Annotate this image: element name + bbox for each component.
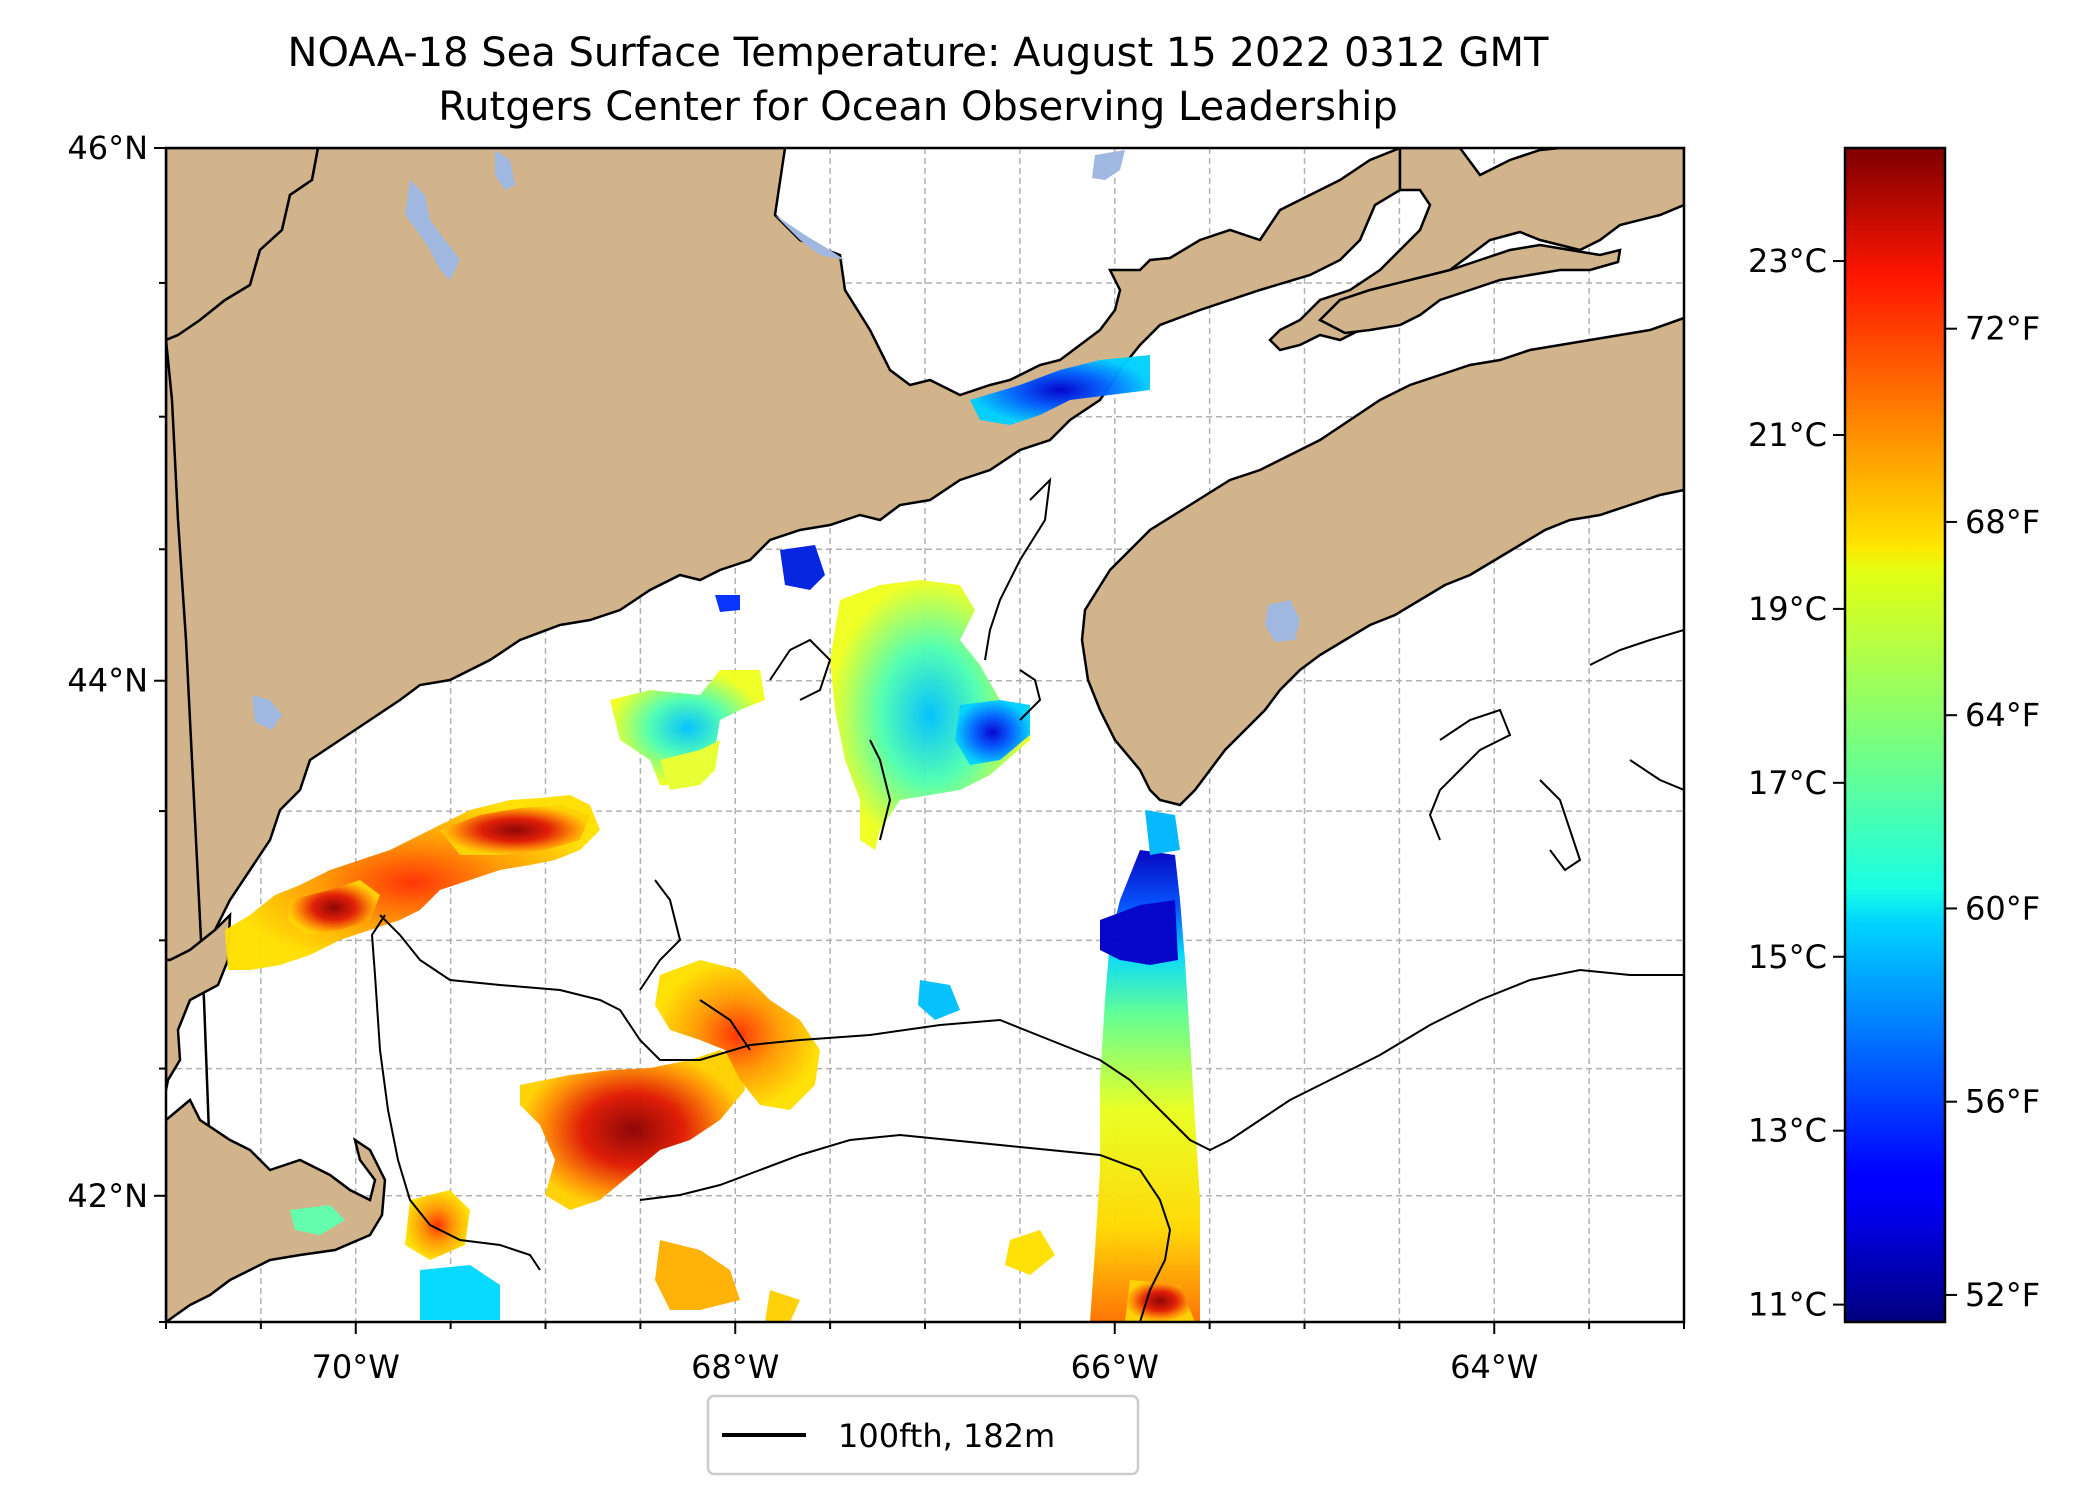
colorbar-fahrenheit-label: 72°F — [1965, 310, 2040, 348]
lat-tick-label: 44°N — [67, 662, 148, 700]
sst-patch-northern-hot — [440, 805, 590, 855]
sst-patch-nb-cyan — [918, 980, 960, 1020]
legend-box — [706, 1394, 1140, 1476]
colorbar-celsius-label: 17°C — [1748, 764, 1827, 802]
sst-patch-fundy-cold — [970, 355, 1150, 425]
sst-patch-south-yellow — [1005, 1230, 1055, 1275]
sst-patch-east-georges — [655, 1240, 740, 1310]
lakes — [252, 150, 1300, 730]
colorbar-celsius-axis: 23°C 21°C 19°C 17°C 15°C 13°C 11°C — [1748, 242, 1845, 1324]
sst-patch-swath-cyan — [1145, 810, 1180, 855]
land-nova-scotia — [1080, 316, 1684, 807]
sst-patch-cape-cod-cyan — [290, 1205, 345, 1235]
sst-patch-central-north — [830, 580, 1030, 850]
lon-tick-label: 70°W — [312, 1348, 400, 1386]
sst-data — [225, 355, 1200, 1322]
sst-patch-cold-small — [715, 595, 740, 612]
map-subtitle: Rutgers Center for Ocean Observing Leade… — [438, 84, 1398, 130]
lake — [1265, 600, 1300, 642]
colorbar-celsius-label: 23°C — [1748, 242, 1827, 280]
colorbar-celsius-label: 19°C — [1748, 590, 1827, 628]
land-cape-cod — [166, 911, 232, 1091]
colorbar-fahrenheit-label: 68°F — [1965, 503, 2040, 541]
sst-patch-cape-cod-warm — [405, 1190, 470, 1260]
lon-tick-label: 66°W — [1071, 1348, 1159, 1386]
sst-patch-cold-small — [780, 545, 825, 590]
colorbar: 23°C 21°C 19°C 17°C 15°C 13°C 11°C 72°F 68°F 64°… — [1748, 146, 2040, 1324]
colorbar-celsius-label: 13°C — [1748, 1112, 1827, 1150]
sst-patch-coastal-hot — [288, 880, 380, 935]
colorbar-fahrenheit-axis: 72°F 68°F 64°F 60°F 56°F 52°F — [1945, 310, 2040, 1314]
map-area — [166, 148, 1684, 1322]
sst-patch-western-cyan-yellow — [660, 740, 720, 790]
colorbar-fahrenheit-label: 64°F — [1965, 696, 2040, 734]
colorbar-celsius-label: 21°C — [1748, 416, 1827, 454]
land-maine-coast — [166, 148, 1402, 962]
lake — [775, 215, 845, 260]
legend-label: 100fth, 182m — [838, 1417, 1055, 1455]
sst-patch-south-cyan — [420, 1265, 500, 1320]
sst-patch-swath-blue — [1100, 900, 1178, 965]
sst-patch-misc — [765, 1290, 800, 1322]
land-massachusetts — [166, 1098, 387, 1322]
colorbar-fahrenheit-label: 56°F — [1965, 1083, 2040, 1121]
latitude-axis: 46°N 44°N 42°N — [67, 129, 166, 1323]
lat-tick-label: 46°N — [67, 129, 148, 167]
sst-patch-jordan-warm — [655, 960, 820, 1110]
lat-tick-label: 42°N — [67, 1177, 148, 1215]
lake — [495, 150, 515, 190]
sst-patch-western-cyan — [610, 670, 765, 785]
colorbar-celsius-label: 11°C — [1748, 1286, 1827, 1324]
lake — [405, 180, 460, 280]
land-pei-area — [1317, 243, 1622, 335]
lon-tick-label: 64°W — [1450, 1348, 1538, 1386]
lake — [1092, 150, 1125, 180]
isobath-100fth — [370, 477, 1684, 1322]
colorbar-celsius-label: 15°C — [1748, 938, 1827, 976]
sst-patch-swath-strip — [1090, 850, 1200, 1322]
lake — [252, 695, 282, 730]
longitude-axis: 70°W 68°W 66°W 64°W — [165, 1322, 1685, 1386]
map-title: NOAA-18 Sea Surface Temperature: August … — [288, 30, 1549, 76]
colorbar-fahrenheit-label: 60°F — [1965, 889, 2040, 927]
sst-patch-georges-hot — [520, 1050, 745, 1210]
colorbar-gradient — [1843, 146, 1947, 1324]
sst-patch-central-blue — [955, 700, 1030, 765]
lon-tick-label: 68°W — [691, 1348, 779, 1386]
legend: 100fth, 182m — [706, 1394, 1140, 1476]
colorbar-fahrenheit-label: 52°F — [1965, 1276, 2040, 1314]
